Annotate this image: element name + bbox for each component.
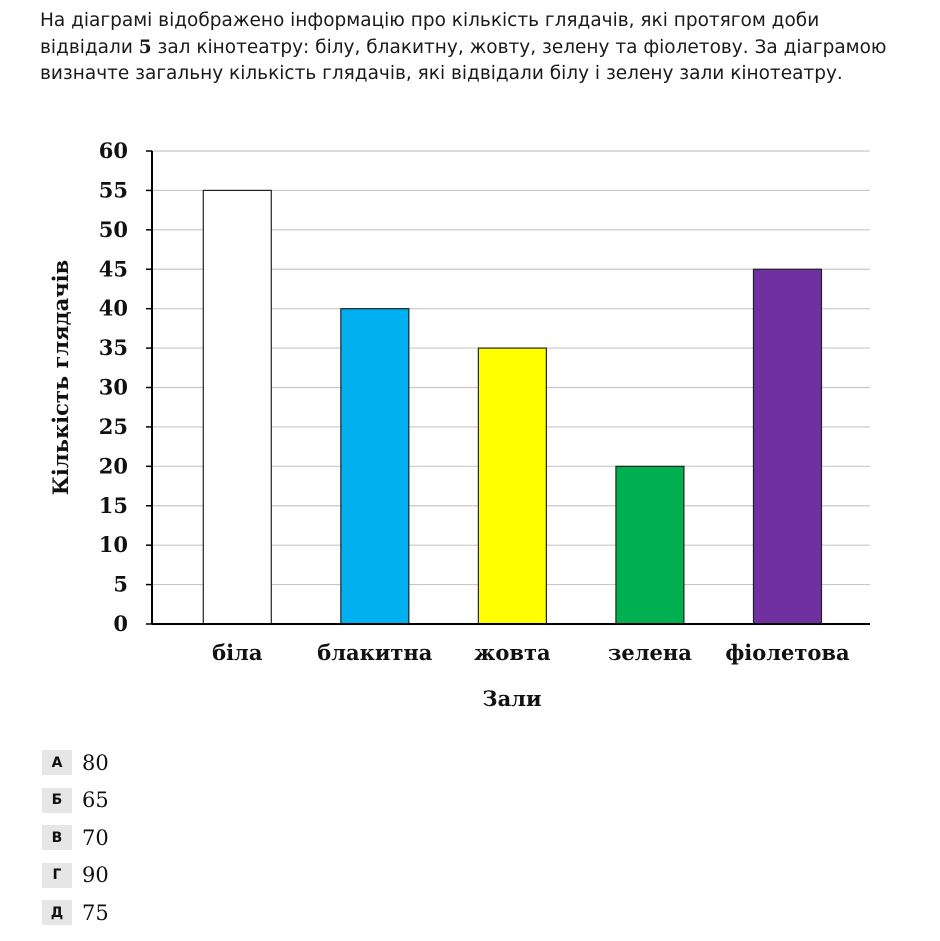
bar-5 [752,268,823,625]
bar-3 [477,347,547,625]
x-axis-label: Зали [482,686,541,711]
y-tick-label: 50 [99,217,128,242]
question-text-part1: На діаграмі відображено інформацію про к… [40,10,820,58]
option-value: 65 [82,788,109,812]
bar-chart: 0 5 10 15 20 25 30 35 40 45 50 55 60 біла блакитна жов… [48,138,870,711]
y-tick-label: 60 [99,138,128,163]
y-tick-label: 40 [99,296,128,321]
y-tick-label: 55 [99,177,128,202]
answer-option-h[interactable]: Г 90 [42,862,109,888]
bar-1 [202,189,272,625]
y-axis-label: Кількість глядачів [48,260,73,495]
question-number: 5 [138,36,152,58]
y-tick-label: 5 [113,572,128,597]
x-tick-labels: біла блакитна жовта зелена фіолетова [212,640,850,665]
option-letter: Д [42,900,72,925]
bar-2 [340,308,410,625]
bar-4 [615,465,685,625]
option-value: 80 [82,750,109,775]
option-letter: А [42,750,72,775]
bars [202,189,823,625]
x-tick-label: біла [212,640,263,665]
y-tick-label: 10 [99,532,128,557]
option-letter: Г [42,862,72,888]
answer-option-a[interactable]: А 80 [42,750,109,775]
question-text-part2: зал кінотеатру: білу, блакитну, жовту, з… [40,36,887,85]
y-tick-label: 35 [99,335,128,360]
option-value: 90 [82,863,109,887]
y-tick-label: 15 [99,493,128,518]
answer-option-v[interactable]: В 70 [42,825,109,850]
x-tick-label: блакитна [317,640,433,665]
y-tick-label: 30 [99,375,128,400]
option-letter: Б [42,787,72,813]
answer-option-b[interactable]: Б 65 [42,787,109,813]
option-letter: В [42,825,72,850]
y-tick-label: 45 [99,256,128,281]
y-tick-label: 25 [99,414,128,439]
y-tick-label: 20 [99,453,128,478]
question-text: На діаграмі відображено інформацію про к… [40,8,910,88]
y-tick-labels: 0 5 10 15 20 25 30 35 40 45 50 55 60 [99,138,128,636]
answer-option-d[interactable]: Д 75 [42,900,109,925]
y-tick-label: 0 [113,611,128,636]
x-tick-label: фіолетова [725,640,850,665]
option-value: 70 [82,825,109,850]
answer-options: А 80 Б 65 В 70 Г 90 Д 75 [42,750,109,938]
x-tick-label: зелена [608,640,692,665]
option-value: 75 [82,900,109,925]
x-tick-label: жовта [474,640,551,665]
